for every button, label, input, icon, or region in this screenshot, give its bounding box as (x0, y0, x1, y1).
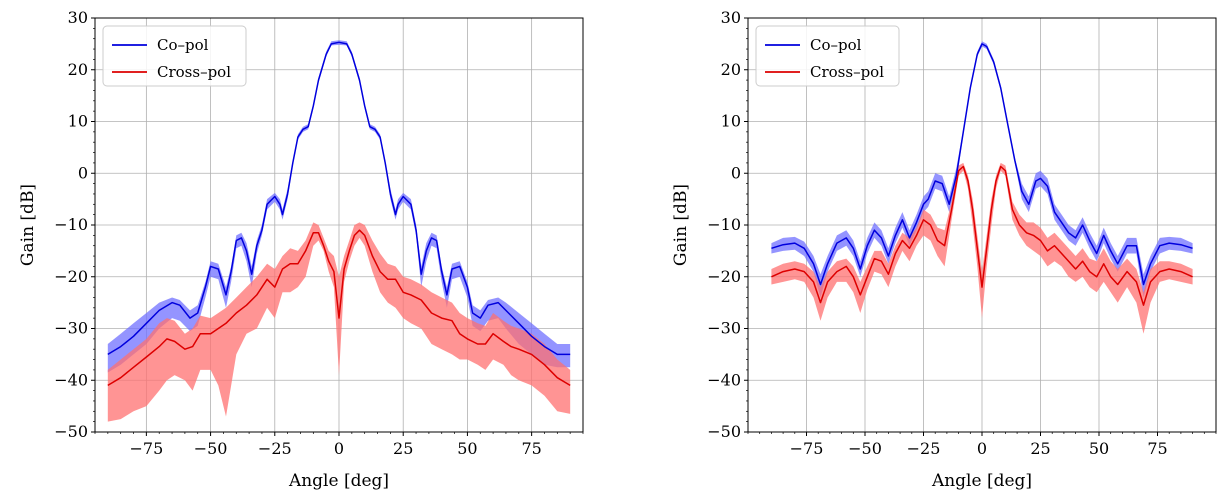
x-tick-label: 50 (1089, 439, 1109, 458)
y-tick-label: −20 (707, 267, 741, 286)
x-tick-label: −75 (129, 439, 163, 458)
y-tick-label: −40 (54, 370, 88, 389)
y-tick-label: −20 (54, 267, 88, 286)
y-tick-label: 0 (78, 163, 88, 182)
x-tick-label: 0 (334, 439, 344, 458)
y-tick-label: 30 (721, 8, 741, 27)
y-tick-label: 0 (731, 163, 741, 182)
legend-entry: Cross–pol (810, 63, 884, 81)
x-tick-label: 75 (521, 439, 541, 458)
x-tick-label: −50 (848, 439, 882, 458)
x-tick-label: 0 (977, 439, 987, 458)
y-tick-label: −30 (54, 319, 88, 338)
right-chart: −75 −50 −25 0 25 50 75 −50 −40 −30 −20 −10 0 10 20 30 An… (671, 8, 1217, 491)
plot-area (771, 41, 1193, 334)
series-line (107, 229, 571, 387)
y-tick-label: −10 (707, 215, 741, 234)
series-line (771, 165, 1193, 306)
legend-entry: Cross–pol (157, 63, 231, 81)
y-tick-label: −10 (54, 215, 88, 234)
y-tick-label: 20 (721, 60, 741, 79)
x-tick-label: 75 (1147, 439, 1167, 458)
x-axis-label: Angle [deg] (931, 471, 1032, 491)
y-tick-label: 30 (68, 8, 88, 27)
series-line (771, 43, 1193, 286)
legend-entry: Co–pol (157, 36, 209, 54)
legend-box (102, 25, 247, 87)
series-line (107, 41, 571, 356)
y-axis-label: Gain [dB] (18, 184, 38, 266)
legend-entry: Co–pol (810, 36, 862, 54)
x-tick-label: −50 (194, 439, 228, 458)
legend: Co–pol Cross–pol (755, 25, 900, 87)
plot-area (107, 40, 571, 422)
x-tick-label: −75 (790, 439, 824, 458)
legend-box (755, 25, 900, 87)
x-tick-label: 25 (1030, 439, 1050, 458)
y-tick-label: −50 (707, 422, 741, 441)
x-tick-label: −25 (258, 439, 292, 458)
x-tick-label: 50 (457, 439, 477, 458)
y-axis-label: Gain [dB] (671, 184, 691, 266)
x-tick-label: −25 (907, 439, 941, 458)
series-band (107, 222, 571, 422)
y-tick-label: −30 (707, 319, 741, 338)
y-tick-label: 20 (68, 60, 88, 79)
legend: Co–pol Cross–pol (102, 25, 247, 87)
left-chart: −75 −50 −25 0 25 50 75 −50 −40 −30 −20 −10 0 10 20 30 An… (18, 8, 584, 491)
y-tick-label: −50 (54, 422, 88, 441)
series-band (107, 40, 571, 373)
y-tick-label: 10 (68, 112, 88, 131)
x-tick-label: 25 (393, 439, 413, 458)
series-band (771, 162, 1193, 334)
y-tick-label: −40 (707, 370, 741, 389)
x-axis-label: Angle [deg] (288, 471, 389, 491)
y-tick-label: 10 (721, 112, 741, 131)
